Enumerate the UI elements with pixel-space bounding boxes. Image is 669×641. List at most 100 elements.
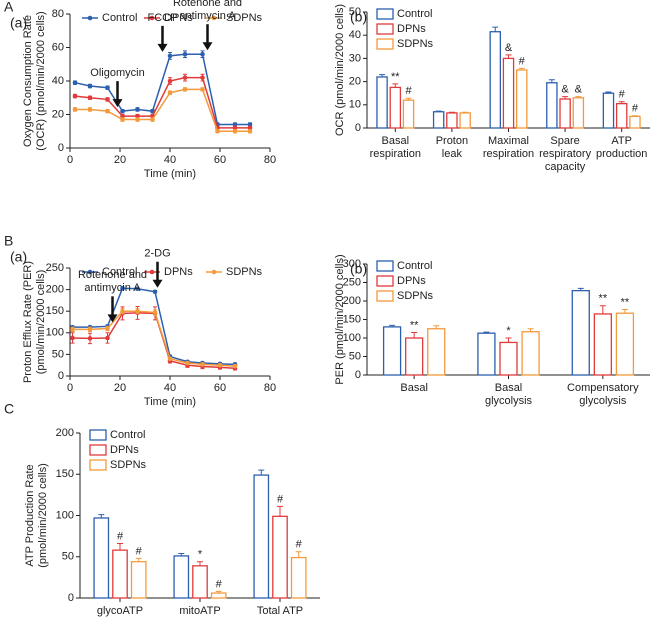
y-tick-label: 50	[62, 551, 74, 563]
x-tick-label: 60	[214, 154, 226, 166]
error-bar	[178, 552, 185, 556]
point	[120, 117, 125, 122]
error-bar	[448, 111, 455, 113]
panel-label: (b)	[350, 261, 367, 277]
legend-dot	[87, 269, 93, 275]
bar	[602, 92, 615, 129]
point	[105, 85, 110, 90]
series-line	[74, 53, 250, 126]
y-tick-label: 50	[52, 348, 64, 360]
y-axis-title: PER (pmol/min/2000 cells)	[334, 254, 346, 384]
bar	[521, 331, 540, 376]
y-tick-label: 100	[46, 327, 64, 339]
error-bar	[392, 83, 399, 88]
x-tick-label: 80	[264, 154, 276, 166]
x-tick-label: Maximal	[488, 135, 529, 147]
x-tick-label: 0	[67, 382, 73, 394]
point	[167, 53, 173, 59]
error-bar	[462, 111, 469, 113]
legend-label: DPNs	[164, 12, 193, 24]
point	[120, 108, 125, 114]
point	[135, 286, 140, 292]
bar	[459, 112, 471, 129]
error-bar	[527, 328, 534, 332]
annotation-text: antimycin A	[84, 282, 141, 294]
legend-dot	[87, 15, 93, 21]
error-bar	[575, 96, 582, 98]
y-tick-label: 100	[56, 509, 74, 521]
x-axis-title: Time (min)	[144, 168, 196, 180]
y-tick-label: 0	[355, 122, 361, 134]
error-bar	[433, 325, 440, 329]
annotation-text: Rotenone and	[78, 269, 147, 281]
error-bar	[618, 101, 625, 104]
point	[120, 286, 125, 291]
x-tick-label: 0	[67, 154, 73, 166]
error-bar	[379, 74, 386, 77]
point	[87, 83, 93, 89]
y-tick-label: 60	[52, 41, 64, 53]
y-tick-label: 10	[349, 99, 361, 111]
bar	[615, 102, 628, 129]
annotation-arrow-head	[152, 279, 163, 288]
error-bar	[435, 110, 442, 112]
point	[185, 360, 190, 366]
x-tick-label: 80	[264, 382, 276, 394]
point	[167, 78, 173, 84]
significance-marker: **	[391, 71, 400, 83]
y-axis-title: (OCR) (pmol/min/2000 cells)	[35, 11, 47, 150]
bar	[572, 97, 585, 129]
bar	[173, 555, 190, 599]
annotation-text: FCCP	[148, 12, 178, 24]
x-tick-label: Proton	[436, 135, 468, 147]
y-tick-label: 80	[52, 8, 64, 20]
point	[87, 107, 93, 112]
error-bar	[483, 331, 490, 334]
bar	[130, 561, 147, 599]
x-tick-label: mitoATP	[179, 605, 220, 617]
bar	[290, 556, 307, 599]
point	[167, 90, 173, 96]
significance-marker: #	[296, 539, 303, 551]
error-bar	[562, 96, 569, 99]
y-tick-label: 0	[68, 592, 74, 604]
point	[87, 336, 93, 341]
bar	[499, 341, 518, 376]
panel-label: (b)	[350, 9, 367, 25]
y-tick-label: 40	[52, 75, 64, 87]
significance-marker: #	[619, 89, 626, 101]
significance-marker: #	[519, 55, 526, 67]
point	[120, 113, 125, 119]
point	[72, 93, 78, 99]
significance-marker: &	[505, 42, 513, 54]
point	[217, 362, 223, 368]
significance-marker: &	[575, 84, 583, 96]
significance-marker: #	[277, 493, 284, 505]
significance-marker: &	[561, 84, 569, 96]
significance-marker: #	[136, 545, 143, 557]
point	[120, 308, 125, 314]
error-bar	[599, 305, 606, 314]
point	[135, 117, 140, 122]
bar	[272, 515, 288, 599]
series-line	[74, 76, 250, 129]
y-axis-title: Oxygen Consumption Rate	[22, 15, 34, 147]
x-tick-label: 40	[164, 382, 176, 394]
series-line	[72, 287, 236, 366]
error-bar	[577, 287, 584, 291]
error-bar	[518, 67, 525, 70]
significance-marker: **	[599, 293, 608, 305]
point	[200, 51, 205, 57]
significance-marker: **	[410, 319, 419, 331]
x-tick-label: Compensatory	[567, 382, 639, 394]
legend-dot	[211, 269, 217, 275]
annotation-text: Oligomycin	[90, 67, 144, 79]
error-bar	[548, 79, 555, 83]
legend-dot	[149, 269, 155, 275]
bar	[559, 98, 571, 129]
section-label: C	[4, 401, 14, 417]
bar	[477, 332, 496, 376]
bar	[389, 86, 402, 129]
point	[135, 308, 140, 314]
y-tick-label: 20	[349, 76, 361, 88]
